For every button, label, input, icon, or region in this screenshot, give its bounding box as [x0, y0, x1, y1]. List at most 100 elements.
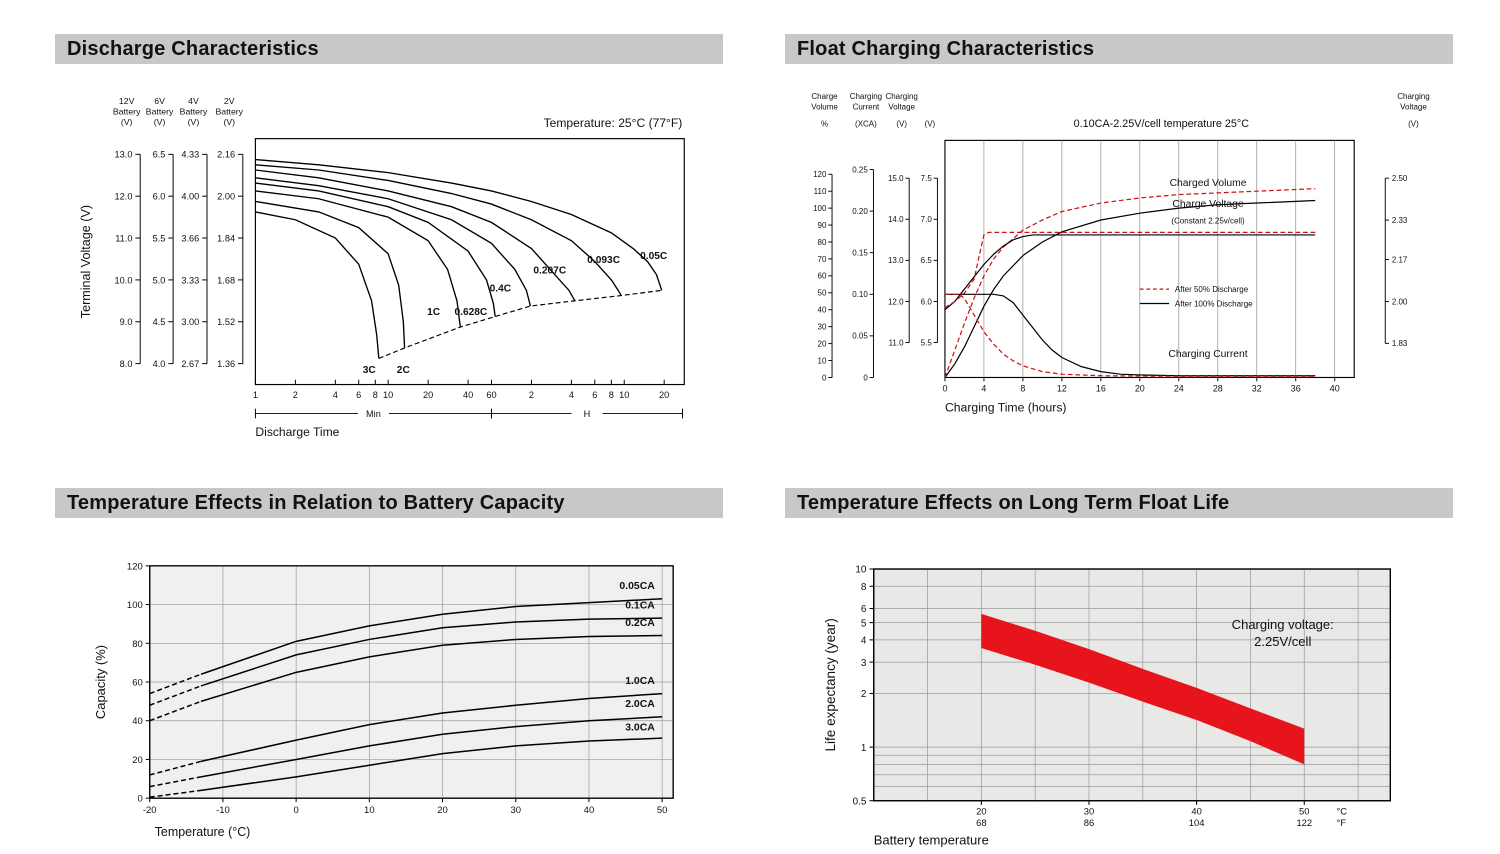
svg-text:0.10CA-2.25V/cell temperature: 0.10CA-2.25V/cell temperature 25°C — [1074, 118, 1250, 130]
svg-text:6: 6 — [592, 390, 597, 400]
svg-text:40: 40 — [463, 390, 473, 400]
svg-text:3: 3 — [861, 658, 867, 669]
section-title-float-life: Temperature Effects on Long Term Float L… — [785, 488, 1453, 518]
svg-text:4.33: 4.33 — [181, 150, 199, 160]
svg-text:8: 8 — [609, 390, 614, 400]
svg-text:Temperature (°C): Temperature (°C) — [155, 825, 251, 839]
float-charging-characteristics-chart: 0 4 8 12 16 20 24 28 32 36 40 Charging Time (hours)… — [811, 92, 1429, 414]
svg-text:0: 0 — [137, 794, 142, 805]
svg-text:7.0: 7.0 — [921, 215, 933, 224]
svg-text:1.83: 1.83 — [1392, 339, 1408, 348]
svg-text:1.52: 1.52 — [217, 317, 235, 327]
svg-text:2.33: 2.33 — [1392, 216, 1408, 225]
svg-text:15.0: 15.0 — [888, 174, 904, 183]
svg-text:(XCA): (XCA) — [855, 119, 877, 128]
svg-text:40: 40 — [1191, 805, 1201, 816]
svg-text:Min: Min — [366, 409, 381, 419]
svg-text:110: 110 — [814, 187, 827, 196]
panel-temperature-capacity: Temperature Effects in Relation to Batte… — [55, 488, 723, 842]
svg-text:36: 36 — [1291, 384, 1301, 394]
svg-text:1.0CA: 1.0CA — [625, 676, 655, 687]
svg-text:80: 80 — [818, 238, 827, 247]
svg-text:1.36: 1.36 — [217, 359, 235, 369]
svg-text:(V): (V) — [1408, 119, 1419, 128]
svg-text:(V): (V) — [925, 119, 936, 128]
svg-text:60: 60 — [486, 390, 496, 400]
svg-text:2: 2 — [861, 689, 867, 700]
section-title-float-charging: Float Charging Characteristics — [785, 34, 1453, 64]
panel-discharge-characteristics: Discharge Characteristics Temperature: 2… — [55, 34, 723, 454]
svg-text:8: 8 — [1020, 384, 1025, 394]
svg-text:0: 0 — [293, 805, 298, 816]
svg-text:Charging voltage:: Charging voltage: — [1232, 617, 1334, 632]
svg-text:6: 6 — [356, 390, 361, 400]
svg-text:Charged Volume: Charged Volume — [1170, 178, 1247, 189]
svg-text:%: % — [821, 119, 828, 128]
svg-text:Charging Time (hours): Charging Time (hours) — [945, 400, 1067, 414]
svg-text:14.0: 14.0 — [888, 215, 904, 224]
svg-text:5.5: 5.5 — [921, 338, 933, 347]
svg-text:Voltage: Voltage — [888, 102, 915, 111]
svg-text:Volume: Volume — [811, 102, 838, 111]
panel-float-charging-characteristics: Float Charging Characteristics 0 4 8 12 16 20… — [785, 34, 1453, 425]
svg-text:10: 10 — [383, 390, 393, 400]
svg-text:50: 50 — [657, 805, 668, 816]
svg-text:(V): (V) — [121, 117, 133, 127]
svg-text:0.20: 0.20 — [852, 207, 868, 216]
svg-text:6.0: 6.0 — [153, 192, 166, 202]
svg-text:12: 12 — [1057, 384, 1067, 394]
svg-text:50: 50 — [818, 289, 827, 298]
svg-text:7.5: 7.5 — [921, 174, 933, 183]
svg-text:4.00: 4.00 — [181, 192, 199, 202]
svg-text:8.0: 8.0 — [120, 359, 133, 369]
svg-text:90: 90 — [818, 221, 827, 230]
svg-text:20: 20 — [659, 390, 669, 400]
svg-text:10: 10 — [855, 565, 867, 576]
svg-text:(V): (V) — [223, 117, 235, 127]
svg-text:50: 50 — [1299, 805, 1309, 816]
svg-text:12.0: 12.0 — [115, 192, 133, 202]
svg-text:122: 122 — [1296, 817, 1312, 828]
svg-text:0.1CA: 0.1CA — [625, 600, 655, 611]
svg-text:Temperature: 25°C (77°F): Temperature: 25°C (77°F) — [544, 116, 683, 130]
svg-text:2.25V/cell: 2.25V/cell — [1254, 634, 1311, 649]
svg-text:0.10: 0.10 — [852, 290, 868, 299]
svg-text:After 100% Discharge: After 100% Discharge — [1175, 299, 1253, 308]
svg-text:10: 10 — [619, 390, 629, 400]
svg-text:20: 20 — [1135, 384, 1145, 394]
svg-text:9.0: 9.0 — [120, 317, 133, 327]
svg-text:104: 104 — [1189, 817, 1205, 828]
svg-text:100: 100 — [813, 204, 827, 213]
panel-float-life: Temperature Effects on Long Term Float L… — [785, 488, 1453, 854]
svg-text:(V): (V) — [154, 117, 166, 127]
svg-text:40: 40 — [1330, 384, 1340, 394]
svg-text:1C: 1C — [427, 307, 441, 318]
svg-text:1: 1 — [861, 743, 867, 754]
svg-text:28: 28 — [1213, 384, 1223, 394]
svg-text:2.00: 2.00 — [217, 192, 235, 202]
svg-text:Charge Voltage: Charge Voltage — [1172, 199, 1243, 210]
svg-text:-20: -20 — [143, 805, 157, 816]
svg-text:-10: -10 — [216, 805, 230, 816]
svg-text:0.05C: 0.05C — [640, 251, 668, 262]
svg-text:6: 6 — [861, 604, 867, 615]
svg-text:1: 1 — [253, 390, 258, 400]
discharge-characteristics-chart: Temperature: 25°C (77°F) Terminal Voltage… — [79, 96, 685, 439]
svg-text:10: 10 — [364, 805, 375, 816]
svg-text:80: 80 — [132, 639, 143, 650]
svg-text:2.0CA: 2.0CA — [625, 699, 655, 710]
svg-text:12V: 12V — [119, 96, 135, 106]
svg-text:20: 20 — [818, 339, 827, 348]
svg-text:20: 20 — [423, 390, 433, 400]
svg-text:Battery: Battery — [146, 106, 174, 116]
svg-text:0: 0 — [822, 373, 827, 382]
svg-text:20: 20 — [976, 805, 986, 816]
svg-text:0.093C: 0.093C — [587, 255, 620, 266]
svg-text:5.0: 5.0 — [153, 275, 166, 285]
svg-text:10: 10 — [818, 356, 827, 365]
svg-text:6.5: 6.5 — [153, 150, 166, 160]
svg-text:6.0: 6.0 — [921, 297, 933, 306]
svg-text:(Constant 2.25v/cell): (Constant 2.25v/cell) — [1171, 216, 1245, 225]
svg-text:Discharge Time: Discharge Time — [255, 425, 339, 439]
svg-text:Charging Current: Charging Current — [1168, 349, 1247, 360]
